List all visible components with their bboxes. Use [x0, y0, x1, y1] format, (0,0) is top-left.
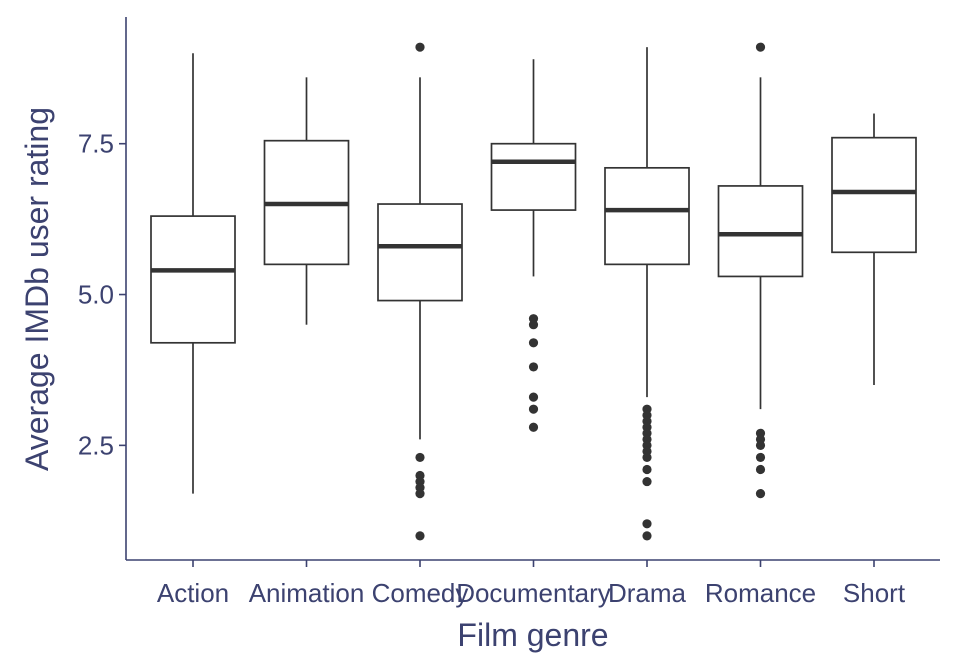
outlier-point: [528, 362, 539, 372]
outlier-point: [528, 404, 539, 414]
box-comedy: [377, 42, 463, 541]
outlier-point: [642, 452, 652, 463]
outlier-point: [528, 422, 539, 432]
y-axis-ticks: 2.5 5.0 7.5: [78, 129, 126, 460]
x-tick-label: Romance: [705, 578, 816, 608]
box-drama: [604, 47, 690, 541]
outlier-point: [528, 320, 539, 330]
outlier-point: [415, 452, 425, 463]
x-tick-label: Short: [843, 578, 906, 608]
outlier-point: [642, 519, 652, 529]
plot-area: [150, 42, 917, 541]
iqr-box: [717, 185, 804, 278]
outlier-point: [415, 42, 425, 52]
y-tick-label: 7.5: [78, 129, 114, 159]
outlier-point: [528, 392, 539, 402]
outlier-point: [528, 338, 539, 348]
iqr-box: [377, 203, 463, 302]
x-tick-label: Action: [157, 578, 229, 608]
iqr-box: [604, 166, 690, 266]
box-romance: [717, 42, 804, 499]
x-axis-title: Film genre: [457, 617, 608, 653]
outlier-point: [642, 531, 652, 541]
x-tick-label: Comedy: [372, 578, 469, 608]
box-action: [150, 53, 236, 494]
outlier-point: [415, 531, 425, 541]
outlier-point: [755, 440, 766, 450]
x-tick-label: Drama: [608, 578, 687, 608]
x-tick-label: Animation: [249, 578, 365, 608]
y-axis-title: Average IMDb user rating: [19, 107, 55, 471]
y-tick-label: 5.0: [78, 280, 114, 310]
iqr-box: [490, 142, 577, 211]
outlier-point: [642, 476, 652, 487]
x-tick-label: Documentary: [456, 578, 611, 608]
outlier-point: [755, 452, 766, 463]
outlier-point: [642, 464, 652, 475]
box-animation: [263, 77, 350, 325]
outlier-point: [755, 42, 766, 52]
box-short: [831, 113, 917, 386]
iqr-box: [150, 215, 236, 344]
outlier-point: [755, 464, 766, 475]
outlier-point: [755, 489, 766, 499]
outlier-point: [415, 489, 425, 499]
box-documentary: [490, 59, 577, 432]
y-tick-label: 2.5: [78, 430, 114, 460]
iqr-box: [831, 136, 917, 254]
